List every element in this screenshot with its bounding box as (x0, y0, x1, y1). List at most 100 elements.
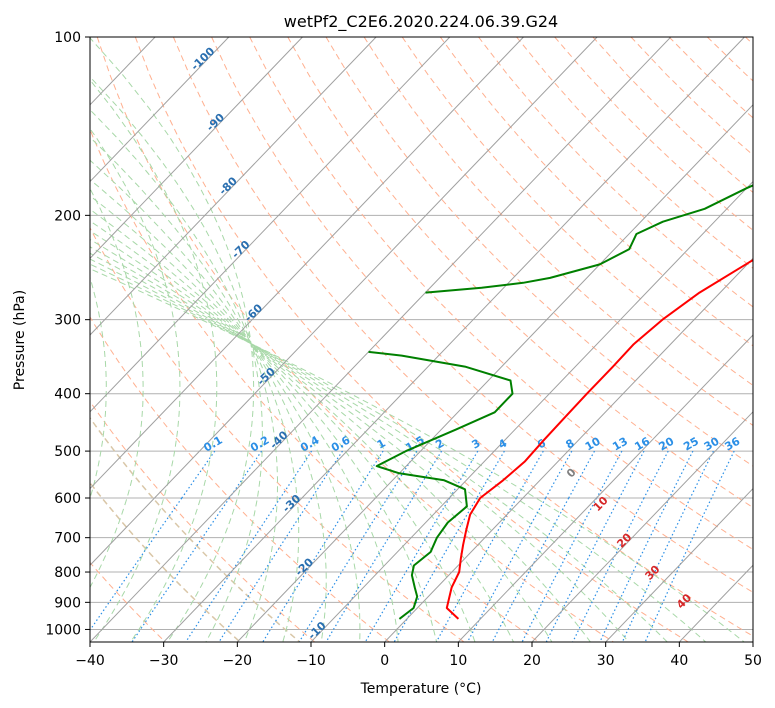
mixing-ratio-line (90, 497, 183, 632)
y-axis-ticks: 100 200 300 400 500 600 700 800 900 1000 (45, 30, 90, 638)
dry-adiabat-line (249, 37, 753, 551)
moist-adiabat-line (90, 159, 327, 642)
x-tick-label: −10 (296, 653, 326, 669)
dry-adiabat-line (96, 37, 614, 642)
mixing-ratio-line (491, 497, 570, 642)
skewed-isotherms (0, 37, 753, 642)
x-tick-label: −30 (149, 653, 179, 669)
profile-series-0 (445, 258, 753, 620)
mixing-ratio-line (568, 450, 596, 499)
profile-series (368, 184, 753, 620)
moist-adiabat-line (90, 208, 438, 642)
plot-frame (89, 36, 754, 643)
moist-adiabat-line (90, 246, 591, 642)
mixing-ratio-line (668, 450, 694, 499)
mixing-ratio-line (279, 450, 313, 499)
isotherm-line (0, 37, 8, 642)
plot-background (90, 37, 753, 642)
profile-series-2 (425, 184, 753, 294)
y-tick-label: 100 (54, 30, 81, 46)
x-tick-label: 40 (670, 653, 688, 669)
mixing-ratio-lines (90, 450, 735, 642)
mixing-ratio-line (228, 450, 263, 499)
mixing-ratio-line (476, 450, 505, 499)
mixing-ratio-line (596, 450, 623, 499)
x-tick-label: −20 (223, 653, 253, 669)
isotherm-line (90, 37, 451, 413)
mixing-ratio-line (352, 450, 384, 499)
mixing-ratio-line (545, 497, 620, 642)
dry-adiabat-line (287, 37, 753, 509)
isotherm-line (90, 37, 377, 336)
dry-adiabat-line (90, 127, 540, 642)
isotherm-line (310, 180, 753, 642)
moist-adiabat-line (90, 136, 300, 642)
isotherm-line (163, 37, 745, 642)
x-tick-label: 10 (449, 653, 467, 669)
dry-adiabat-line (325, 37, 753, 467)
isotherm-line (90, 37, 598, 566)
y-tick-label: 500 (54, 444, 81, 460)
isotherm-line (457, 334, 753, 642)
y-tick-label: 900 (54, 595, 81, 611)
mixing-ratio-line (181, 450, 216, 499)
moist-adiabat-line (90, 263, 707, 642)
profile-series-1 (368, 350, 514, 620)
mixing-ratio-line (393, 497, 478, 642)
x-tick-label: 30 (597, 653, 615, 669)
isotherm-line (236, 104, 753, 642)
mixing-ratio-line (311, 450, 343, 499)
dry-adiabat-line (90, 226, 465, 642)
dry-adiabat-line (90, 316, 390, 642)
isobar-grid (90, 37, 753, 630)
mixing-ratio-line (545, 450, 573, 499)
mixing-ratio-line (386, 450, 418, 499)
mixing-ratio-line (364, 497, 451, 642)
isotherm-line (90, 37, 230, 183)
dry-adiabat-line (90, 481, 241, 642)
moist-adiabat-line (90, 220, 476, 642)
mixing-ratio-line (412, 450, 443, 499)
dry-adiabat-line (211, 37, 753, 593)
x-tick-label: 20 (523, 653, 541, 669)
x-axis-label: Temperature (°C) (360, 681, 482, 697)
x-tick-label: 0 (380, 653, 389, 669)
isotherm-line (605, 487, 753, 642)
moist-adiabat-line (90, 230, 514, 642)
mixing-ratio-line (466, 497, 547, 642)
mixing-ratio-line (131, 497, 230, 642)
moist-adiabat-line (90, 268, 745, 642)
moist-adiabat-line (90, 258, 668, 642)
mixing-ratio-line (449, 450, 479, 499)
moist-adiabats (90, 37, 745, 642)
dry-adiabat-line (90, 561, 166, 642)
dry-adiabat-line (363, 37, 753, 427)
mixing-ratio-line (618, 450, 645, 499)
isotherm-line (90, 37, 303, 260)
mixing-ratio-line (218, 497, 313, 642)
isotherm-line (384, 257, 753, 642)
mixing-ratio-line (521, 497, 598, 642)
dry-adiabat-line (90, 400, 316, 642)
mixing-ratio-line (298, 497, 388, 642)
mixing-ratio-line (262, 497, 354, 642)
y-tick-label: 600 (54, 491, 81, 507)
y-axis-label: Pressure (hPa) (12, 290, 28, 390)
isotherm-line (90, 37, 524, 490)
mixing-ratio-line (515, 450, 544, 499)
isotherm-line (752, 641, 753, 642)
mixing-ratio-line (689, 450, 714, 499)
x-tick-label: 50 (744, 653, 762, 669)
chart-title: wetPf2_C2E6.2020.224.06.39.G24 (284, 12, 558, 32)
dry-adiabat-line (90, 416, 301, 642)
mixing-ratio-line (643, 450, 669, 499)
moist-adiabat-line (90, 109, 278, 642)
mixing-ratio-line (710, 450, 735, 499)
isotherm-line (90, 37, 672, 642)
y-tick-label: 800 (54, 565, 81, 581)
moist-adiabat-line (90, 195, 399, 642)
mixing-ratio-line (185, 497, 281, 642)
y-tick-label: 1000 (45, 622, 81, 638)
y-tick-label: 200 (54, 208, 81, 224)
